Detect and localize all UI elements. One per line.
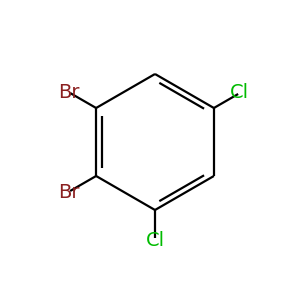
Text: Cl: Cl [230,83,249,103]
Text: Br: Br [58,82,79,101]
Text: Cl: Cl [146,230,165,250]
Text: Br: Br [58,182,79,202]
